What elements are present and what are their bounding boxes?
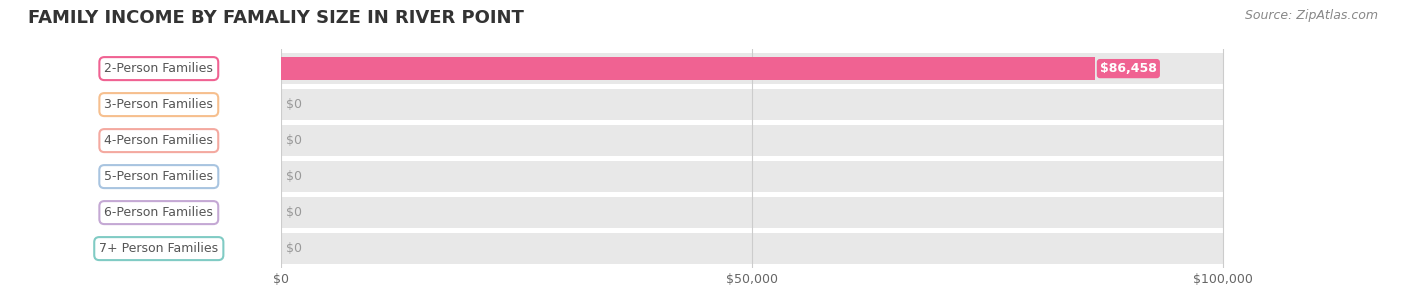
Bar	[281, 89, 1223, 120]
Bar	[281, 161, 1223, 192]
Text: $0: $0	[285, 206, 302, 219]
Text: 5-Person Families: 5-Person Families	[104, 170, 214, 183]
Text: 2-Person Families: 2-Person Families	[104, 62, 214, 75]
Text: $0: $0	[285, 98, 302, 111]
Text: $0: $0	[285, 134, 302, 147]
Bar	[281, 197, 1223, 228]
Bar	[281, 233, 1223, 264]
Bar	[281, 57, 1095, 80]
Text: 4-Person Families: 4-Person Families	[104, 134, 214, 147]
Text: $86,458: $86,458	[1099, 62, 1157, 75]
Text: $0: $0	[285, 170, 302, 183]
Text: 3-Person Families: 3-Person Families	[104, 98, 214, 111]
Text: Source: ZipAtlas.com: Source: ZipAtlas.com	[1244, 9, 1378, 22]
Text: $0: $0	[285, 242, 302, 255]
Bar	[281, 53, 1223, 84]
Text: 7+ Person Families: 7+ Person Families	[100, 242, 218, 255]
Text: FAMILY INCOME BY FAMALIY SIZE IN RIVER POINT: FAMILY INCOME BY FAMALIY SIZE IN RIVER P…	[28, 9, 524, 27]
Bar	[281, 125, 1223, 156]
Text: 6-Person Families: 6-Person Families	[104, 206, 214, 219]
